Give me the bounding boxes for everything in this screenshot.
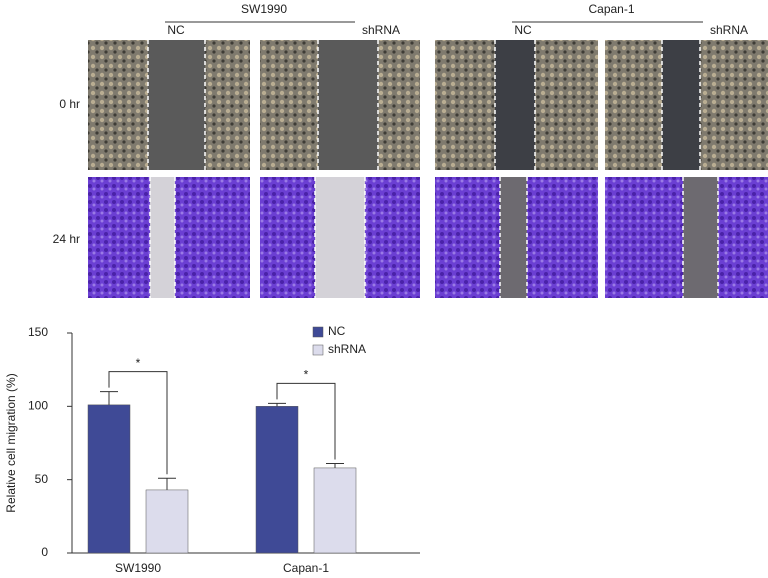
wound-gap [150,177,175,298]
bar [313,467,357,554]
bar [255,406,299,554]
legend-label: shRNA [328,342,366,356]
error-bar [268,402,286,407]
y-axis-label: Relative cell migration (%) [4,373,18,512]
wound-gap [148,40,205,170]
row-label: 0 hr [59,97,80,111]
condition-label: NC [514,23,532,37]
wound-gap [315,177,365,298]
error-bar [158,477,176,490]
y-tick-label: 100 [28,399,48,413]
y-tick-label: 150 [28,325,48,339]
x-tick-label: Capan-1 [283,561,329,575]
legend-label: NC [328,324,346,338]
bar [145,489,189,554]
wound-gap [662,40,700,170]
legend-swatch [312,344,324,356]
group-title: Capan-1 [588,2,634,16]
significance-bracket [276,382,336,460]
wound-gap [683,177,718,298]
y-tick-label: 0 [41,545,48,559]
significance-mark: * [136,356,141,370]
condition-label: shRNA [710,23,748,37]
error-bar [326,463,344,468]
significance-mark: * [304,368,309,382]
significance-bracket [108,371,168,475]
x-tick-label: SW1990 [115,561,161,575]
bar [87,404,131,554]
wound-gap [500,177,527,298]
wound-gap [495,40,535,170]
condition-label: shRNA [362,23,400,37]
wound-gap [318,40,378,170]
row-label: 24 hr [53,232,80,246]
legend-swatch [312,326,324,338]
y-tick-label: 50 [35,472,49,486]
group-title: SW1990 [241,2,287,16]
error-bar [100,391,118,405]
condition-label: NC [167,23,185,37]
